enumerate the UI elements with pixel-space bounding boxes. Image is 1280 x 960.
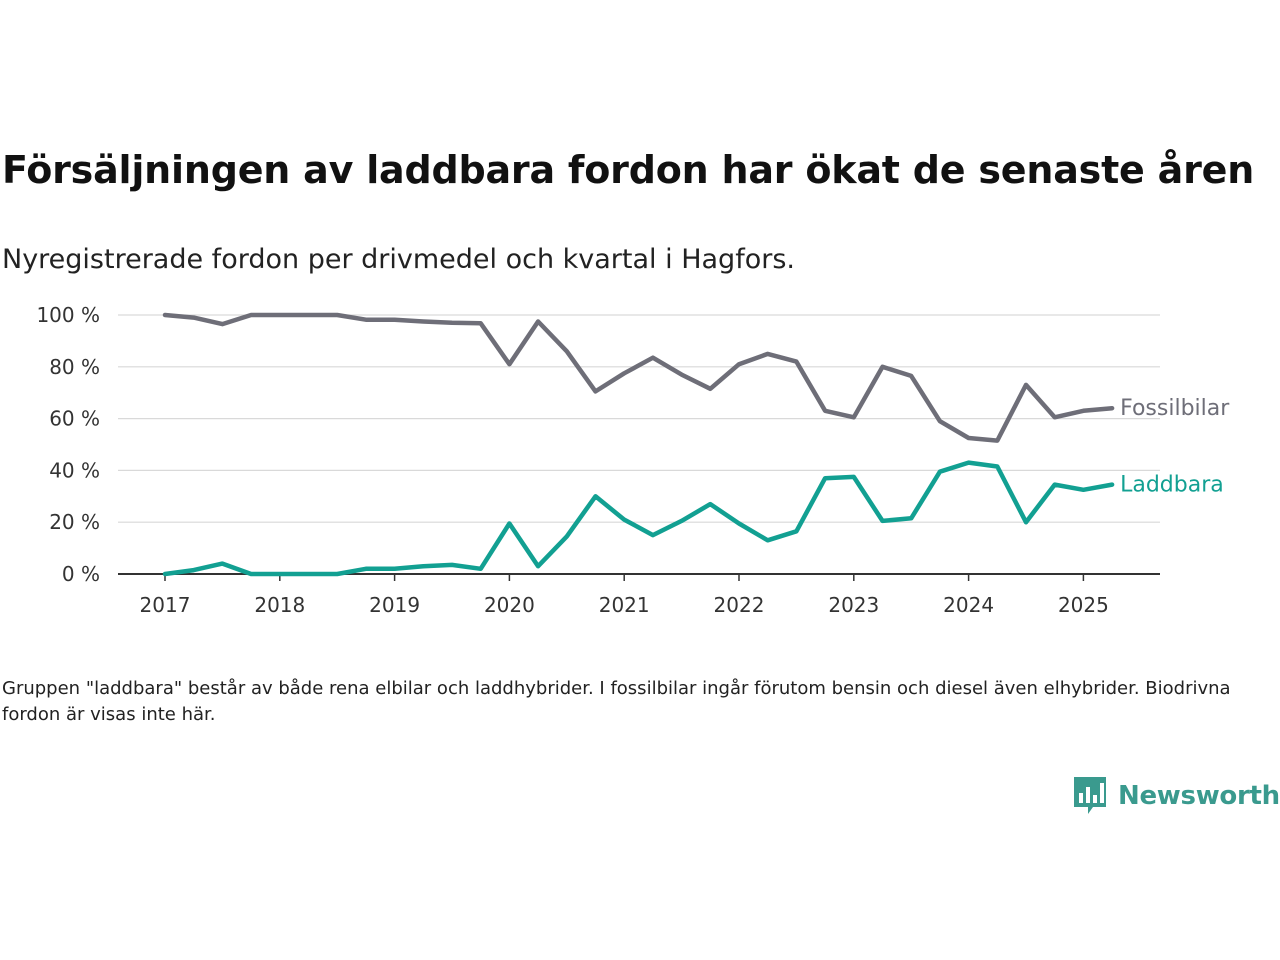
- y-tick-label: 80 %: [49, 355, 100, 379]
- grid-lines: [118, 314, 1160, 523]
- chart-subtitle: Nyregistrerade fordon per drivmedel och …: [2, 244, 795, 275]
- chart-title: Försäljningen av laddbara fordon har öka…: [2, 148, 1255, 192]
- newsworthy-logo-icon: [1074, 777, 1106, 814]
- x-tick-label: 2025: [1058, 593, 1109, 617]
- series-line-fossilbilar: [162, 312, 1115, 443]
- y-axis-ticks: 0 % 20 % 40 % 60 % 80 % 100 %: [36, 303, 100, 586]
- x-tick-label: 2022: [714, 593, 765, 617]
- series-label-fossilbilar: Fossilbilar: [1120, 396, 1230, 421]
- y-tick-label: 0 %: [62, 562, 100, 586]
- x-tick-label: 2018: [254, 593, 305, 617]
- x-tick-label: 2019: [369, 593, 420, 617]
- chart-caption: Gruppen "laddbara" består av både rena e…: [2, 678, 1231, 725]
- brand-logo: Newsworthy: [1072, 772, 1280, 820]
- series-labels: Fossilbilar Laddbara: [1120, 396, 1230, 497]
- y-tick-label: 40 %: [49, 458, 100, 482]
- y-tick-label: 100 %: [36, 303, 100, 327]
- y-tick-label: 20 %: [49, 510, 100, 534]
- series-label-laddbara: Laddbara: [1120, 473, 1224, 498]
- brand-name: Newsworthy: [1118, 781, 1280, 811]
- y-tick-label: 60 %: [49, 407, 100, 431]
- x-tick-label: 2021: [599, 593, 650, 617]
- x-tick-label: 2017: [140, 593, 191, 617]
- x-tick-label: 2023: [828, 593, 879, 617]
- x-tick-label: 2024: [943, 593, 994, 617]
- x-axis: 2017 2018 2019 2020 2021 2022 2023 2024 2025: [118, 573, 1160, 617]
- x-tick-label: 2020: [484, 593, 535, 617]
- line-chart: 0 % 20 % 40 % 60 % 80 % 100 % 2017 2018 2019 202…: [36, 303, 1230, 617]
- series-line-laddbara: [162, 460, 1115, 577]
- series-lines: [162, 312, 1115, 577]
